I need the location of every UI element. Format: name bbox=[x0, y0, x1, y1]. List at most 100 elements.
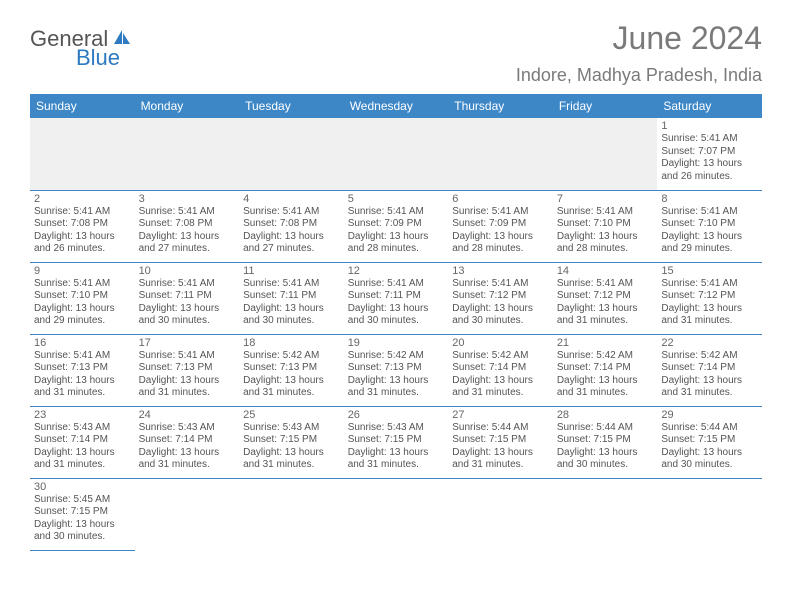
day-info: Sunrise: 5:41 AMSunset: 7:11 PMDaylight:… bbox=[348, 278, 445, 328]
day-number: 19 bbox=[348, 337, 445, 349]
empty-cell bbox=[553, 118, 658, 190]
day-info: Sunrise: 5:41 AMSunset: 7:10 PMDaylight:… bbox=[34, 278, 131, 328]
day-number: 28 bbox=[557, 409, 654, 421]
day-header: Wednesday bbox=[344, 94, 449, 118]
day-number: 22 bbox=[661, 337, 758, 349]
day-number: 6 bbox=[452, 193, 549, 205]
day-number: 14 bbox=[557, 265, 654, 277]
calendar-cell: 21Sunrise: 5:42 AMSunset: 7:14 PMDayligh… bbox=[553, 334, 658, 406]
calendar-cell: 18Sunrise: 5:42 AMSunset: 7:13 PMDayligh… bbox=[239, 334, 344, 406]
day-info: Sunrise: 5:41 AMSunset: 7:09 PMDaylight:… bbox=[348, 206, 445, 256]
calendar-cell: 20Sunrise: 5:42 AMSunset: 7:14 PMDayligh… bbox=[448, 334, 553, 406]
day-number: 15 bbox=[661, 265, 758, 277]
calendar-cell: 17Sunrise: 5:41 AMSunset: 7:13 PMDayligh… bbox=[135, 334, 240, 406]
day-number: 29 bbox=[661, 409, 758, 421]
day-number: 20 bbox=[452, 337, 549, 349]
day-info: Sunrise: 5:41 AMSunset: 7:10 PMDaylight:… bbox=[557, 206, 654, 256]
calendar-cell: 1Sunrise: 5:41 AMSunset: 7:07 PMDaylight… bbox=[657, 118, 762, 190]
empty-cell bbox=[657, 478, 762, 550]
calendar-cell: 28Sunrise: 5:44 AMSunset: 7:15 PMDayligh… bbox=[553, 406, 658, 478]
day-info: Sunrise: 5:41 AMSunset: 7:13 PMDaylight:… bbox=[34, 350, 131, 400]
day-info: Sunrise: 5:42 AMSunset: 7:14 PMDaylight:… bbox=[557, 350, 654, 400]
day-info: Sunrise: 5:44 AMSunset: 7:15 PMDaylight:… bbox=[661, 422, 758, 472]
calendar-cell: 7Sunrise: 5:41 AMSunset: 7:10 PMDaylight… bbox=[553, 190, 658, 262]
empty-cell bbox=[553, 478, 658, 550]
calendar-cell: 2Sunrise: 5:41 AMSunset: 7:08 PMDaylight… bbox=[30, 190, 135, 262]
day-number: 11 bbox=[243, 265, 340, 277]
calendar-cell: 10Sunrise: 5:41 AMSunset: 7:11 PMDayligh… bbox=[135, 262, 240, 334]
day-info: Sunrise: 5:41 AMSunset: 7:13 PMDaylight:… bbox=[139, 350, 236, 400]
calendar-cell: 22Sunrise: 5:42 AMSunset: 7:14 PMDayligh… bbox=[657, 334, 762, 406]
calendar-cell: 6Sunrise: 5:41 AMSunset: 7:09 PMDaylight… bbox=[448, 190, 553, 262]
calendar-cell: 30Sunrise: 5:45 AMSunset: 7:15 PMDayligh… bbox=[30, 478, 135, 550]
day-number: 26 bbox=[348, 409, 445, 421]
day-number: 10 bbox=[139, 265, 236, 277]
day-number: 17 bbox=[139, 337, 236, 349]
day-number: 1 bbox=[661, 120, 758, 132]
day-number: 30 bbox=[34, 481, 131, 493]
day-number: 2 bbox=[34, 193, 131, 205]
day-info: Sunrise: 5:41 AMSunset: 7:12 PMDaylight:… bbox=[661, 278, 758, 328]
day-info: Sunrise: 5:41 AMSunset: 7:11 PMDaylight:… bbox=[139, 278, 236, 328]
empty-cell bbox=[239, 118, 344, 190]
day-number: 16 bbox=[34, 337, 131, 349]
empty-cell bbox=[448, 478, 553, 550]
calendar-cell: 14Sunrise: 5:41 AMSunset: 7:12 PMDayligh… bbox=[553, 262, 658, 334]
brand-name-2: Blue bbox=[76, 45, 120, 70]
calendar-cell: 27Sunrise: 5:44 AMSunset: 7:15 PMDayligh… bbox=[448, 406, 553, 478]
day-header: Tuesday bbox=[239, 94, 344, 118]
calendar-cell: 9Sunrise: 5:41 AMSunset: 7:10 PMDaylight… bbox=[30, 262, 135, 334]
calendar-cell: 3Sunrise: 5:41 AMSunset: 7:08 PMDaylight… bbox=[135, 190, 240, 262]
day-info: Sunrise: 5:43 AMSunset: 7:14 PMDaylight:… bbox=[34, 422, 131, 472]
empty-cell bbox=[135, 478, 240, 550]
calendar-cell: 8Sunrise: 5:41 AMSunset: 7:10 PMDaylight… bbox=[657, 190, 762, 262]
calendar-cell: 16Sunrise: 5:41 AMSunset: 7:13 PMDayligh… bbox=[30, 334, 135, 406]
day-info: Sunrise: 5:41 AMSunset: 7:08 PMDaylight:… bbox=[34, 206, 131, 256]
day-number: 9 bbox=[34, 265, 131, 277]
calendar-cell: 23Sunrise: 5:43 AMSunset: 7:14 PMDayligh… bbox=[30, 406, 135, 478]
day-info: Sunrise: 5:41 AMSunset: 7:10 PMDaylight:… bbox=[661, 206, 758, 256]
calendar-cell: 5Sunrise: 5:41 AMSunset: 7:09 PMDaylight… bbox=[344, 190, 449, 262]
day-number: 23 bbox=[34, 409, 131, 421]
day-number: 25 bbox=[243, 409, 340, 421]
day-header: Saturday bbox=[657, 94, 762, 118]
day-number: 18 bbox=[243, 337, 340, 349]
day-number: 21 bbox=[557, 337, 654, 349]
empty-cell bbox=[135, 118, 240, 190]
empty-cell bbox=[448, 118, 553, 190]
day-info: Sunrise: 5:45 AMSunset: 7:15 PMDaylight:… bbox=[34, 494, 131, 544]
day-number: 27 bbox=[452, 409, 549, 421]
calendar-cell: 11Sunrise: 5:41 AMSunset: 7:11 PMDayligh… bbox=[239, 262, 344, 334]
calendar-cell: 4Sunrise: 5:41 AMSunset: 7:08 PMDaylight… bbox=[239, 190, 344, 262]
day-number: 24 bbox=[139, 409, 236, 421]
day-info: Sunrise: 5:42 AMSunset: 7:13 PMDaylight:… bbox=[348, 350, 445, 400]
day-info: Sunrise: 5:41 AMSunset: 7:09 PMDaylight:… bbox=[452, 206, 549, 256]
calendar-cell: 19Sunrise: 5:42 AMSunset: 7:13 PMDayligh… bbox=[344, 334, 449, 406]
calendar-cell: 12Sunrise: 5:41 AMSunset: 7:11 PMDayligh… bbox=[344, 262, 449, 334]
day-number: 4 bbox=[243, 193, 340, 205]
calendar-cell: 13Sunrise: 5:41 AMSunset: 7:12 PMDayligh… bbox=[448, 262, 553, 334]
calendar-cell: 15Sunrise: 5:41 AMSunset: 7:12 PMDayligh… bbox=[657, 262, 762, 334]
day-info: Sunrise: 5:42 AMSunset: 7:13 PMDaylight:… bbox=[243, 350, 340, 400]
day-info: Sunrise: 5:43 AMSunset: 7:15 PMDaylight:… bbox=[243, 422, 340, 472]
empty-cell bbox=[30, 118, 135, 190]
empty-cell bbox=[239, 478, 344, 550]
day-number: 3 bbox=[139, 193, 236, 205]
empty-cell bbox=[344, 478, 449, 550]
day-info: Sunrise: 5:44 AMSunset: 7:15 PMDaylight:… bbox=[557, 422, 654, 472]
day-number: 7 bbox=[557, 193, 654, 205]
day-info: Sunrise: 5:41 AMSunset: 7:12 PMDaylight:… bbox=[557, 278, 654, 328]
day-header: Thursday bbox=[448, 94, 553, 118]
day-info: Sunrise: 5:43 AMSunset: 7:15 PMDaylight:… bbox=[348, 422, 445, 472]
day-header: Friday bbox=[553, 94, 658, 118]
calendar-cell: 24Sunrise: 5:43 AMSunset: 7:14 PMDayligh… bbox=[135, 406, 240, 478]
day-header: Sunday bbox=[30, 94, 135, 118]
day-number: 5 bbox=[348, 193, 445, 205]
day-info: Sunrise: 5:41 AMSunset: 7:11 PMDaylight:… bbox=[243, 278, 340, 328]
day-number: 12 bbox=[348, 265, 445, 277]
empty-cell bbox=[344, 118, 449, 190]
day-info: Sunrise: 5:44 AMSunset: 7:15 PMDaylight:… bbox=[452, 422, 549, 472]
day-info: Sunrise: 5:41 AMSunset: 7:07 PMDaylight:… bbox=[661, 133, 758, 183]
day-info: Sunrise: 5:41 AMSunset: 7:08 PMDaylight:… bbox=[139, 206, 236, 256]
day-number: 8 bbox=[661, 193, 758, 205]
